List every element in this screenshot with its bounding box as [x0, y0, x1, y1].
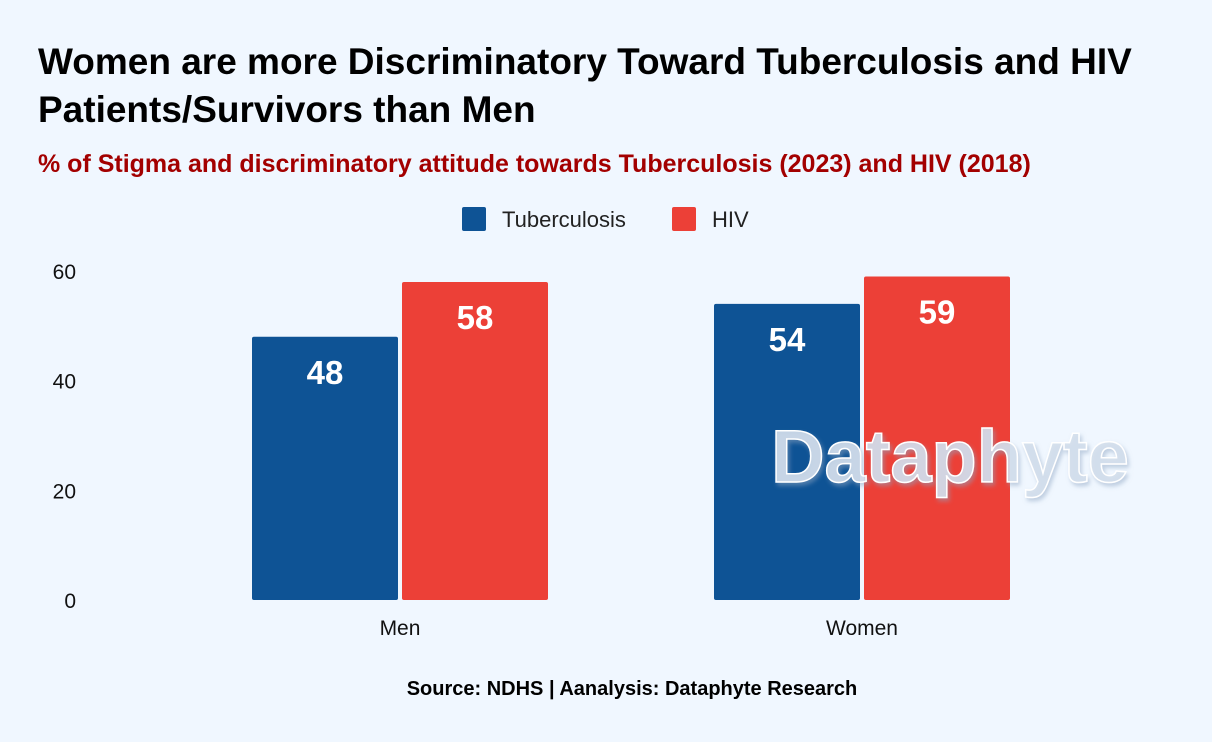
- y-tick-label: 20: [53, 480, 76, 503]
- y-axis: 0 20 40 60: [53, 261, 76, 613]
- dataphyte-watermark-logo: Dataphyte: [771, 415, 1129, 498]
- legend-label: Tuberculosis: [502, 207, 626, 232]
- y-tick-label: 0: [64, 590, 76, 613]
- bar-hiv-men: [402, 281, 548, 600]
- y-tick-label: 40: [53, 371, 76, 394]
- data-label: 59: [919, 293, 956, 330]
- chart-subtitle: % of Stigma and discriminatory attitude …: [38, 150, 1031, 178]
- x-tick-label: Women: [826, 617, 898, 640]
- legend-label: HIV: [712, 207, 749, 232]
- legend: Tuberculosis HIV: [462, 207, 749, 232]
- bar-hiv-women: [864, 276, 1010, 600]
- bars: 48 58 54 59: [252, 276, 1010, 600]
- legend-swatch: [462, 207, 486, 231]
- bar-tuberculosis-women: [714, 303, 860, 600]
- data-label: 58: [457, 299, 494, 336]
- x-tick-label: Men: [380, 617, 421, 640]
- bar-tuberculosis-men: [252, 336, 398, 600]
- chart-title: Women are more Discriminatory Toward Tub…: [38, 41, 1132, 130]
- x-axis: Men Women: [380, 617, 898, 640]
- data-label: 48: [307, 354, 344, 391]
- source-note: Source: NDHS | Aanalysis: Dataphyte Rese…: [406, 678, 858, 700]
- legend-item: HIV: [672, 207, 749, 232]
- y-tick-label: 60: [53, 261, 76, 284]
- legend-swatch: [672, 207, 696, 231]
- legend-item: Tuberculosis: [462, 207, 626, 232]
- data-label: 54: [769, 321, 806, 358]
